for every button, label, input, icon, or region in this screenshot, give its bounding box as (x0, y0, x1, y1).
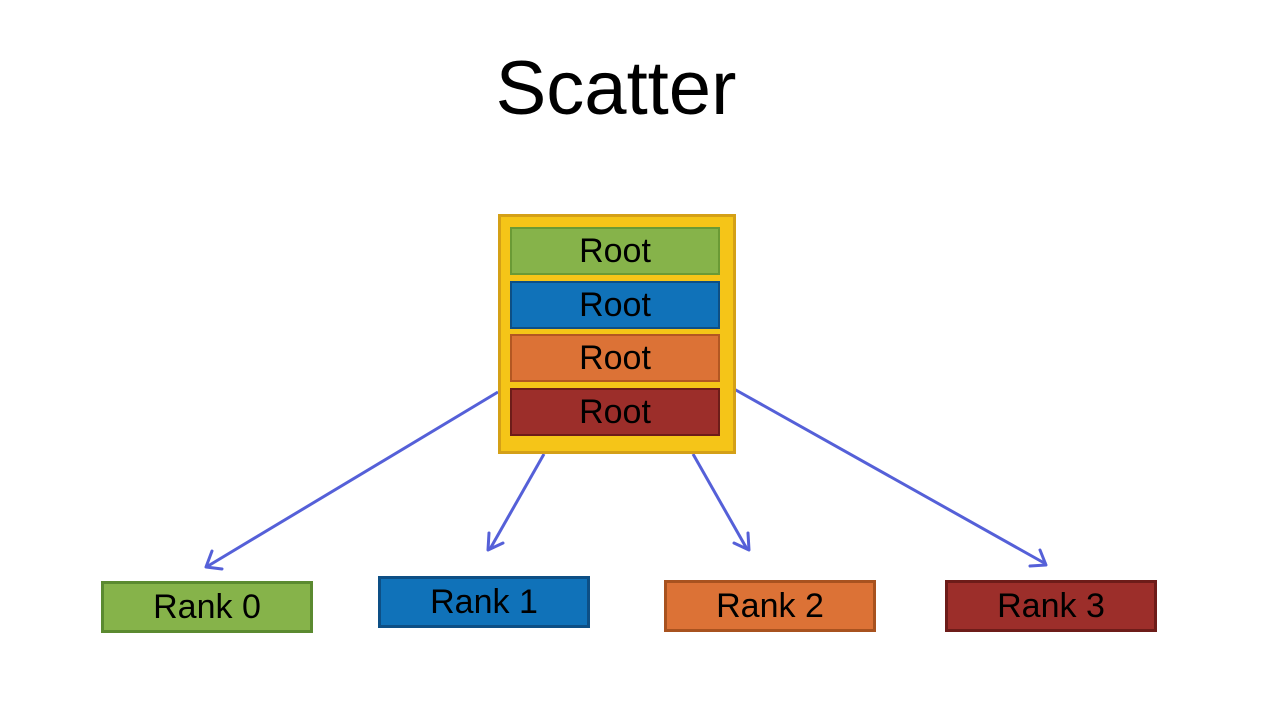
rank-3-box: Rank 3 (945, 580, 1157, 632)
arrow-to-rank-0 (204, 390, 499, 571)
slide-title: Scatter (495, 46, 737, 131)
arrow-to-rank-2 (691, 453, 751, 552)
rank-0-box: Rank 0 (101, 581, 313, 633)
rank-1-box: Rank 1 (378, 576, 590, 628)
rank-2-box: Rank 2 (664, 580, 876, 632)
root-block-orange: Root (510, 334, 720, 382)
root-block-green: Root (510, 227, 720, 275)
root-buffer: Root Root Root Root (498, 214, 736, 454)
arrow-to-rank-1 (486, 453, 546, 552)
root-block-blue: Root (510, 281, 720, 329)
root-block-red: Root (510, 388, 720, 436)
arrow-to-rank-3 (733, 387, 1048, 568)
